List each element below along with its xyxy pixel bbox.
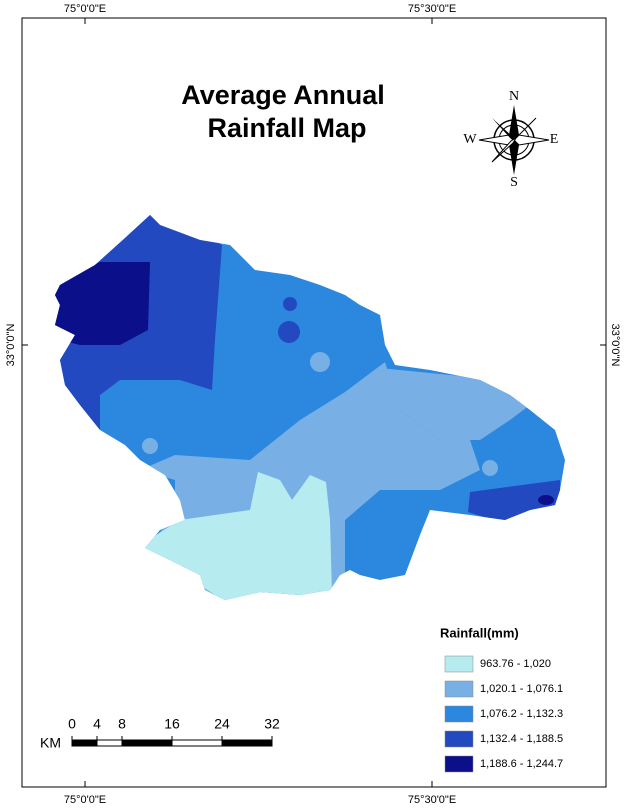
coord-label: 33°0'0"N	[609, 324, 621, 367]
zone	[310, 352, 330, 372]
legend-label: 1,188.6 - 1,244.7	[480, 758, 563, 770]
map-title: Average Annual	[181, 80, 385, 110]
coord-label: 33°0'0"N	[5, 324, 17, 367]
scale-segment	[121, 739, 173, 747]
legend-label: 1,020.1 - 1,076.1	[480, 683, 563, 695]
coord-label: 75°30'0"E	[408, 3, 456, 15]
scale-label: 4	[93, 716, 101, 732]
compass-label: W	[463, 132, 477, 147]
zone	[538, 495, 554, 505]
scale-segment	[221, 739, 273, 747]
zone	[482, 460, 498, 476]
compass: N S W E	[463, 89, 558, 190]
scale-segment	[71, 739, 98, 747]
scale-unit: KM	[40, 735, 61, 751]
legend-swatch	[444, 655, 474, 673]
map-frame	[21, 17, 607, 788]
scale-bar: 0 4 8 16 24 32 KM	[40, 716, 280, 751]
coord-label: 75°0'0"E	[64, 3, 106, 15]
legend-label: 963.76 - 1,020	[480, 658, 551, 670]
legend-swatch	[444, 680, 474, 698]
legend-swatch	[444, 730, 474, 748]
scale-label: 0	[68, 716, 76, 732]
legend: 963.76 - 1,020 1,020.1 - 1,076.1 1,076.2 -…	[444, 655, 563, 773]
legend-swatch	[444, 705, 474, 723]
scale-segment	[96, 739, 123, 747]
scale-label: 24	[214, 716, 230, 732]
zone	[55, 262, 150, 345]
zone	[142, 438, 158, 454]
zone	[283, 297, 297, 311]
coord-label: 75°0'0"E	[64, 794, 106, 806]
rainfall-zones	[55, 215, 565, 600]
compass-label: E	[550, 132, 559, 147]
coord-label: 75°30'0"E	[408, 794, 456, 806]
map-title: Rainfall Map	[207, 113, 366, 143]
scale-segment	[171, 739, 223, 747]
scale-label: 8	[118, 716, 126, 732]
legend-title: Rainfall(mm)	[440, 625, 519, 640]
zone	[278, 321, 300, 343]
compass-label: N	[509, 89, 519, 104]
compass-label: S	[510, 175, 518, 190]
legend-label: 1,132.4 - 1,188.5	[480, 733, 563, 745]
legend-swatch	[444, 755, 474, 773]
legend-label: 1,076.2 - 1,132.3	[480, 708, 563, 720]
scale-label: 32	[264, 716, 280, 732]
scale-label: 16	[164, 716, 180, 732]
